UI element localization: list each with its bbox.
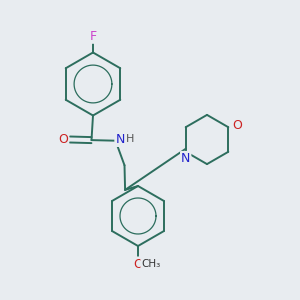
Text: O: O bbox=[58, 133, 68, 146]
Text: N: N bbox=[115, 133, 125, 146]
Text: N: N bbox=[181, 152, 190, 165]
Text: H: H bbox=[126, 134, 135, 145]
Text: CH₃: CH₃ bbox=[141, 259, 160, 269]
Text: O: O bbox=[133, 257, 143, 271]
Text: F: F bbox=[89, 30, 97, 43]
Text: O: O bbox=[232, 119, 242, 132]
